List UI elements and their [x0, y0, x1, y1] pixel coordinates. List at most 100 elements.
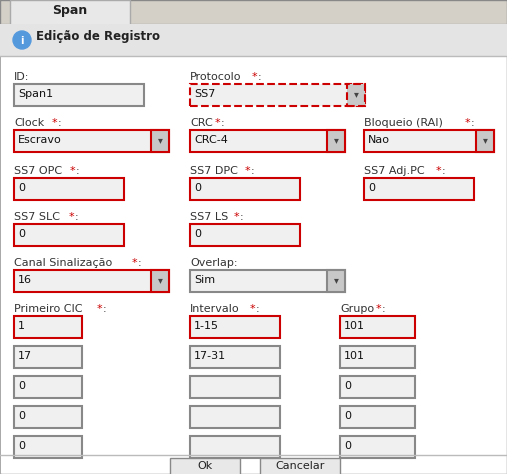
- Text: 101: 101: [344, 321, 365, 331]
- Text: *: *: [436, 166, 442, 176]
- Text: :: :: [103, 304, 106, 314]
- Text: CRC: CRC: [190, 118, 213, 128]
- Bar: [14, 270, 169, 292]
- Text: Intervalo: Intervalo: [190, 304, 240, 314]
- Bar: [327, 130, 345, 152]
- Text: 16: 16: [18, 275, 32, 285]
- Text: :: :: [256, 304, 260, 314]
- Bar: [347, 84, 365, 106]
- Text: *: *: [97, 304, 102, 314]
- Bar: [170, 458, 240, 474]
- Bar: [14, 436, 82, 458]
- Text: *: *: [215, 118, 221, 128]
- Text: 0: 0: [194, 183, 201, 193]
- Bar: [190, 376, 280, 398]
- Bar: [1, 57, 506, 473]
- Text: *: *: [234, 212, 240, 222]
- Text: 0: 0: [194, 229, 201, 239]
- Text: *: *: [132, 258, 137, 268]
- Bar: [190, 346, 280, 368]
- Text: i: i: [20, 36, 24, 46]
- Bar: [340, 376, 415, 398]
- Bar: [476, 130, 494, 152]
- Text: SS7 DPC: SS7 DPC: [190, 166, 238, 176]
- Text: *: *: [70, 166, 76, 176]
- Text: 0: 0: [368, 183, 375, 193]
- Bar: [14, 346, 82, 368]
- Text: *: *: [376, 304, 382, 314]
- Bar: [0, 24, 507, 56]
- Text: Canal Sinalização: Canal Sinalização: [14, 258, 112, 268]
- Text: SS7 OPC: SS7 OPC: [14, 166, 62, 176]
- Bar: [364, 178, 474, 200]
- Bar: [327, 270, 345, 292]
- Bar: [340, 346, 415, 368]
- Text: 1-15: 1-15: [194, 321, 219, 331]
- Text: Bloqueio (RAI): Bloqueio (RAI): [364, 118, 443, 128]
- Text: ID:: ID:: [14, 72, 29, 82]
- Text: :: :: [258, 72, 262, 82]
- Text: Primeiro CIC: Primeiro CIC: [14, 304, 83, 314]
- Text: ▾: ▾: [158, 275, 162, 285]
- Bar: [10, 0, 130, 26]
- Text: Ok: Ok: [197, 461, 212, 471]
- Bar: [14, 178, 124, 200]
- Bar: [190, 84, 365, 106]
- Text: :: :: [221, 118, 225, 128]
- Text: *: *: [252, 72, 258, 82]
- Text: 1: 1: [18, 321, 25, 331]
- Text: *: *: [52, 118, 58, 128]
- Bar: [190, 316, 280, 338]
- Bar: [190, 406, 280, 428]
- Text: 0: 0: [18, 411, 25, 421]
- Text: CRC-4: CRC-4: [194, 135, 228, 145]
- Text: Span: Span: [52, 4, 88, 17]
- Text: :: :: [240, 212, 244, 222]
- Text: SS7: SS7: [194, 89, 215, 99]
- Text: :: :: [471, 118, 475, 128]
- Bar: [340, 436, 415, 458]
- Text: Protocolo: Protocolo: [190, 72, 241, 82]
- Text: 0: 0: [18, 381, 25, 391]
- Text: *: *: [250, 304, 256, 314]
- Text: *: *: [245, 166, 250, 176]
- Bar: [260, 458, 340, 474]
- Text: :: :: [251, 166, 255, 176]
- Text: Nao: Nao: [368, 135, 390, 145]
- Text: SS7 Adj.PC: SS7 Adj.PC: [364, 166, 425, 176]
- Text: Span1: Span1: [18, 89, 53, 99]
- Text: 0: 0: [344, 381, 351, 391]
- Text: SS7 LS: SS7 LS: [190, 212, 228, 222]
- Bar: [14, 224, 124, 246]
- Bar: [340, 316, 415, 338]
- Bar: [340, 406, 415, 428]
- Bar: [190, 130, 345, 152]
- Bar: [151, 130, 169, 152]
- Bar: [190, 270, 345, 292]
- Text: Sim: Sim: [194, 275, 215, 285]
- Bar: [14, 376, 82, 398]
- Text: 0: 0: [344, 411, 351, 421]
- Text: 17: 17: [18, 351, 32, 361]
- Text: 0: 0: [18, 441, 25, 451]
- Text: :: :: [382, 304, 386, 314]
- Text: *: *: [465, 118, 470, 128]
- Bar: [14, 84, 144, 106]
- Text: Escravo: Escravo: [18, 135, 62, 145]
- Bar: [151, 270, 169, 292]
- Text: 0: 0: [18, 183, 25, 193]
- Circle shape: [13, 31, 31, 49]
- Text: Overlap:: Overlap:: [190, 258, 237, 268]
- Bar: [190, 224, 300, 246]
- Text: ▾: ▾: [353, 89, 358, 99]
- Bar: [190, 436, 280, 458]
- Text: ▾: ▾: [483, 135, 487, 145]
- Text: Edição de Registro: Edição de Registro: [36, 30, 160, 43]
- Text: 0: 0: [18, 229, 25, 239]
- Text: 17-31: 17-31: [194, 351, 226, 361]
- Text: ▾: ▾: [334, 135, 339, 145]
- Bar: [14, 406, 82, 428]
- Text: :: :: [442, 166, 446, 176]
- Text: ▾: ▾: [334, 275, 339, 285]
- Text: :: :: [75, 212, 79, 222]
